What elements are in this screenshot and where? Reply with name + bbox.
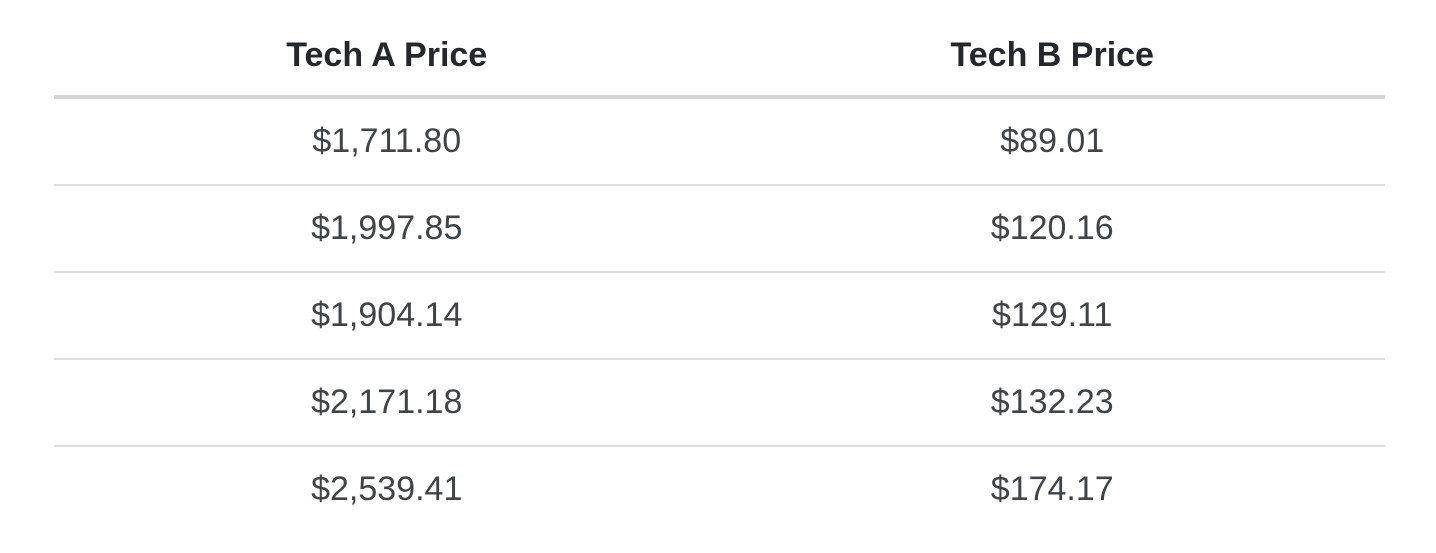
table-row: $2,539.41 $174.17 — [54, 446, 1385, 532]
table-row: $2,171.18 $132.23 — [54, 359, 1385, 447]
tech-b-price-cell: $129.11 — [719, 272, 1385, 360]
tech-b-price-cell: $174.17 — [990, 470, 1114, 508]
header-row: Tech A Price Tech B Price — [54, 15, 1385, 99]
tech-a-price-cell: $1,711.80 — [54, 97, 720, 186]
column-header-tech-b-price: Tech B Price — [719, 15, 1385, 99]
tech-a-price-cell: $1,997.85 — [54, 185, 720, 273]
price-table-header: Tech A Price Tech B Price — [54, 15, 1385, 99]
price-table-body: $1,711.80 $89.01 $1,997.85 $120.16 $1,90… — [54, 97, 1385, 532]
tech-a-price-cell: $1,904.14 — [54, 272, 720, 360]
table-row: $1,904.14 $129.11 — [54, 272, 1385, 360]
table-row: $1,997.85 $120.16 — [54, 185, 1385, 273]
column-header-tech-a-price: Tech A Price — [54, 15, 720, 99]
tech-a-price-cell: $2,539.41 — [311, 470, 463, 508]
tech-a-price-cell: $2,171.18 — [54, 359, 720, 447]
tech-b-price-cell: $89.01 — [719, 97, 1385, 186]
price-table: Tech A Price Tech B Price $1,711.80 $89.… — [54, 15, 1385, 532]
table-row: $1,711.80 $89.01 — [54, 97, 1385, 186]
tech-b-price-cell: $120.16 — [719, 185, 1385, 273]
tech-b-price-cell: $132.23 — [719, 359, 1385, 447]
